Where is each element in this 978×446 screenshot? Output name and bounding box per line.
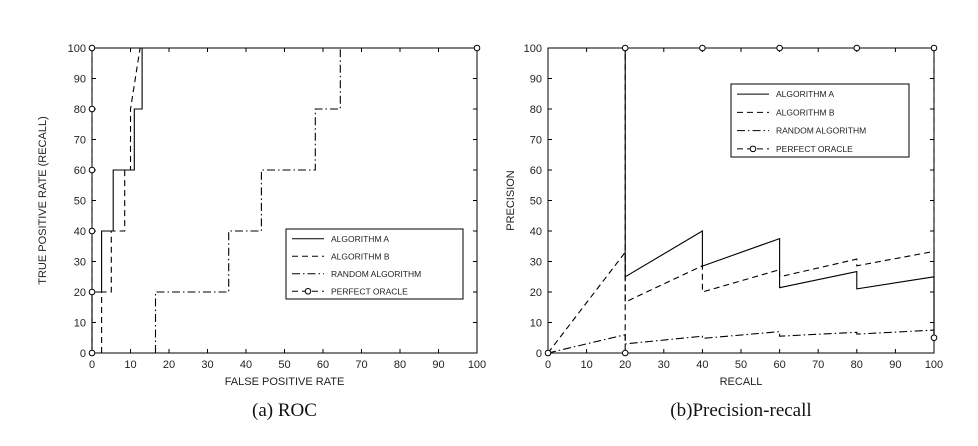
x-tick-label: 20 (163, 359, 175, 371)
x-tick-label: 10 (124, 359, 136, 371)
x-tick-label: 50 (735, 359, 747, 371)
data-point-perfect-oracle (88, 288, 96, 296)
legend-entry: ALGORITHM B (331, 251, 390, 261)
legend-swatch-marker (749, 145, 757, 153)
y-tick-label: 10 (530, 318, 542, 330)
x-tick-label: 80 (851, 359, 863, 371)
series-line-algorithm-b (547, 250, 935, 354)
data-point-perfect-oracle (88, 44, 96, 52)
x-tick-label: 0 (545, 359, 551, 371)
data-point-perfect-oracle (699, 44, 706, 52)
y-tick-label: 20 (530, 287, 542, 299)
y-tick-label: 80 (530, 104, 542, 116)
data-point-perfect-oracle (88, 105, 96, 113)
x-tick-label: 30 (201, 359, 213, 371)
series-line-algorithm-a (91, 47, 477, 353)
y-tick-label: 0 (80, 348, 86, 360)
y-tick-label: 50 (74, 196, 86, 208)
y-tick-label: 50 (530, 196, 542, 208)
legend-box (285, 228, 464, 300)
data-point-perfect-oracle (621, 349, 629, 357)
x-tick-label: 70 (355, 359, 367, 371)
series-line-algorithm-b (101, 47, 477, 353)
x-tick-label: 20 (619, 359, 631, 371)
chart-roc: 0 10 20 30 40 50 60 70 80 90 100 0 10 20 30 40 50 60 70 80 9… (37, 43, 486, 421)
data-point-perfect-oracle (88, 349, 96, 357)
x-tick-label: 90 (432, 359, 444, 371)
legend-swatch-marker (304, 287, 312, 295)
x-tick-label: 100 (468, 359, 486, 371)
data-point-perfect-oracle (776, 44, 783, 52)
data-point-perfect-oracle (930, 334, 938, 342)
data-point-perfect-oracle (621, 44, 629, 52)
x-axis-label: RECALL (720, 376, 763, 388)
data-point-perfect-oracle (88, 166, 96, 174)
y-axis-label: PRECISION (505, 170, 517, 231)
y-tick-label: 70 (74, 135, 86, 147)
x-tick-label: 60 (317, 359, 329, 371)
legend-entry: ALGORITHM A (331, 234, 389, 244)
y-tick-label: 20 (74, 287, 86, 299)
x-axis-label: FALSE POSITIVE RATE (225, 376, 345, 388)
plot-frame (91, 47, 478, 354)
y-tick-label: 100 (524, 43, 542, 55)
figure-caption: (b)Precision-recall (670, 400, 811, 421)
series-line-random-algorithm (547, 329, 935, 354)
legend-entry: ALGORITHM B (776, 107, 835, 117)
x-tick-label: 50 (278, 359, 290, 371)
y-tick-label: 90 (530, 74, 542, 86)
legend-entry: RANDOM ALGORITHM (331, 269, 421, 279)
y-tick-label: 90 (74, 74, 86, 86)
y-tick-label: 30 (530, 257, 542, 269)
figure-caption: (a) ROC (252, 400, 317, 421)
series-line-algorithm-a (624, 48, 935, 338)
series-line-perfect-oracle (91, 47, 477, 353)
y-axis-label: TRUE POSITIVE RATE (RECALL) (37, 116, 49, 285)
x-tick-label: 80 (394, 359, 406, 371)
legend: ALGORITHM A ALGORITHM B RANDOM ALGORITHM PE… (285, 228, 464, 300)
x-tick-label: 10 (580, 359, 592, 371)
x-tick-label: 60 (773, 359, 785, 371)
data-point-perfect-oracle (473, 44, 481, 52)
legend-entry: ALGORITHM A (776, 89, 834, 99)
y-tick-label: 60 (530, 165, 542, 177)
data-point-perfect-oracle (88, 227, 96, 235)
legend-entry: PERFECT ORACLE (331, 286, 408, 296)
y-tick-label: 40 (530, 226, 542, 238)
legend-entry: RANDOM ALGORITHM (776, 126, 866, 136)
y-tick-label: 60 (74, 165, 86, 177)
legend: ALGORITHM A ALGORITHM B RANDOM ALGORITHM PE… (730, 83, 910, 158)
y-tick-label: 70 (530, 135, 542, 147)
y-tick-label: 10 (74, 318, 86, 330)
data-point-perfect-oracle (930, 44, 938, 52)
legend-box (730, 83, 910, 158)
y-tick-label: 80 (74, 104, 86, 116)
y-tick-label: 100 (68, 43, 86, 55)
x-tick-label: 40 (696, 359, 708, 371)
x-tick-label: 30 (658, 359, 670, 371)
x-tick-label: 70 (812, 359, 824, 371)
series-line-random-algorithm (154, 48, 341, 353)
legend-entry: PERFECT ORACLE (776, 144, 853, 154)
x-tick-label: 100 (925, 359, 943, 371)
x-tick-label: 40 (240, 359, 252, 371)
data-point-perfect-oracle (544, 349, 552, 357)
y-tick-label: 40 (74, 226, 86, 238)
x-tick-label: 90 (889, 359, 901, 371)
x-tick-label: 0 (89, 359, 95, 371)
chart-pr: 0 10 20 30 40 50 60 70 80 90 100 0 10 20 30 40 50 60 70 80 9… (505, 43, 943, 421)
y-tick-label: 0 (536, 348, 542, 360)
y-tick-label: 30 (74, 257, 86, 269)
data-point-perfect-oracle (853, 44, 861, 52)
